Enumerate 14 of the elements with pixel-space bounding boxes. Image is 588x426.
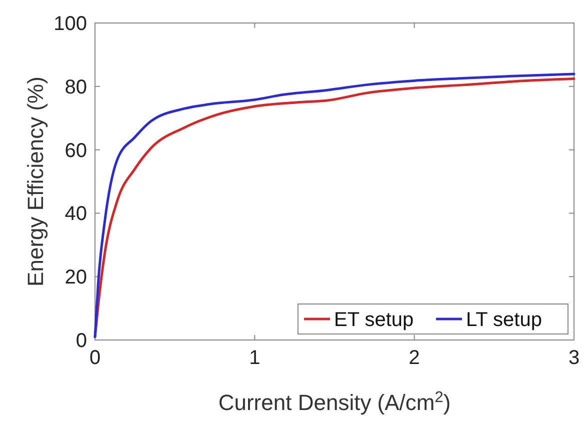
y-tick-label: 40: [64, 203, 87, 226]
x-tick-label: 1: [249, 347, 260, 369]
y-axis-title: Energy Efficiency (%): [23, 76, 48, 286]
x-tick-label: 0: [89, 347, 101, 369]
y-tick-label: 0: [76, 330, 87, 352]
x-tick-label: 2: [408, 347, 420, 369]
y-tick-label: 80: [64, 76, 87, 98]
legend-label: ET setup: [334, 309, 414, 331]
x-axis-title: Current Density (A/cm$^{2}$): [218, 388, 451, 415]
y-tick-label: 20: [64, 266, 87, 289]
y-tick-label: 60: [64, 140, 87, 162]
x-tick-label: 3: [568, 347, 580, 369]
y-tick-label: 100: [54, 13, 87, 35]
legend-label: LT setup: [466, 309, 542, 331]
